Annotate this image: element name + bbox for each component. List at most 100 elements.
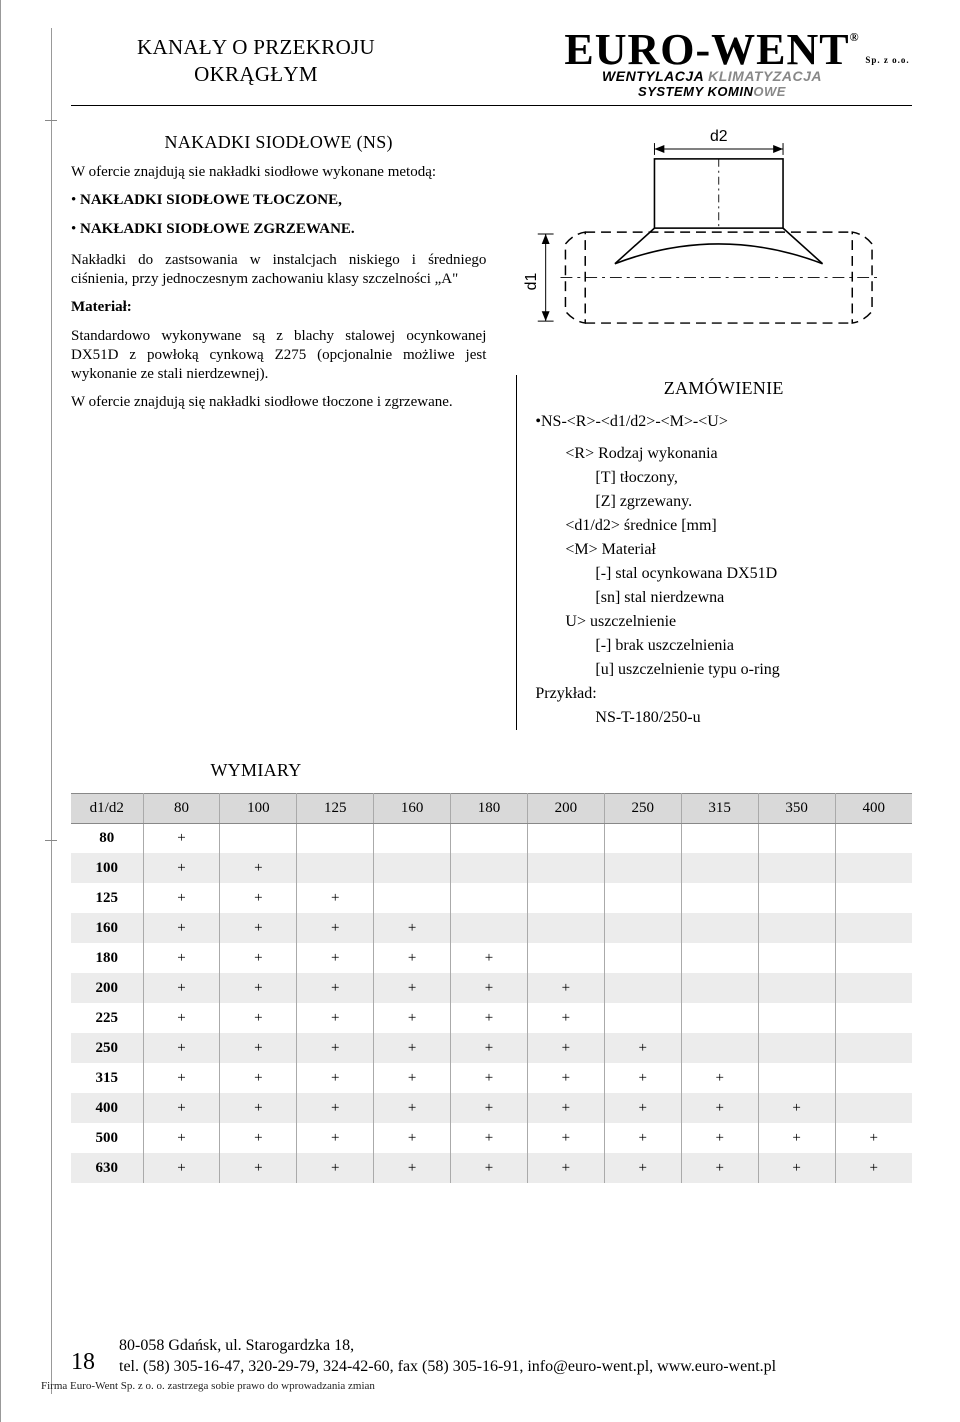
footer-contact: tel. (58) 305-16-47, 320-29-79, 324-42-6… <box>119 1356 776 1378</box>
table-cell: + <box>604 1123 681 1153</box>
table-cell: + <box>451 973 528 1003</box>
material-body: Standardowo wykonywane są z blachy sta­l… <box>71 327 486 383</box>
table-cell: + <box>374 1093 451 1123</box>
title-line: OKRĄGŁYM <box>194 62 318 86</box>
table-row-header: 125 <box>71 883 143 913</box>
table-row-header: 180 <box>71 943 143 973</box>
brand-logo: EURO-WENT® Sp. z o.o. WENTYLACJA KLIMATY… <box>512 28 912 99</box>
table-cell <box>758 1063 835 1093</box>
table-cell: + <box>143 853 220 883</box>
brand-name: EURO-WENT <box>564 25 849 74</box>
table-cell: + <box>681 1153 758 1183</box>
table-cell: + <box>220 1033 297 1063</box>
table-cell: + <box>527 1063 604 1093</box>
table-cell <box>758 1033 835 1063</box>
table-cell: + <box>297 1033 374 1063</box>
table-row-header: 250 <box>71 1033 143 1063</box>
table-cell: + <box>220 913 297 943</box>
table-cell <box>604 853 681 883</box>
table-cell <box>297 853 374 883</box>
table-cell <box>527 823 604 853</box>
table-cell <box>374 853 451 883</box>
table-cell: + <box>374 1063 451 1093</box>
table-cell: + <box>835 1153 912 1183</box>
brand-sub: SYSTEMY KOMIN <box>638 84 753 99</box>
dimensions-table: d1/d28010012516018020025031535040080+100… <box>71 793 912 1184</box>
order-u-head: U> uszczelnienie <box>535 610 912 634</box>
table-cell <box>835 823 912 853</box>
table-cell: + <box>451 1003 528 1033</box>
table-cell: + <box>220 1063 297 1093</box>
table-row-header: 315 <box>71 1063 143 1093</box>
table-cell <box>681 823 758 853</box>
table-cell: + <box>374 973 451 1003</box>
table-cell: + <box>835 1123 912 1153</box>
table-cell: + <box>297 913 374 943</box>
table-cell <box>835 1033 912 1063</box>
table-cell: + <box>143 1003 220 1033</box>
table-cell: + <box>681 1093 758 1123</box>
page-footer: 18 80-058 Gdańsk, ul. Starogardzka 18, t… <box>71 1335 912 1392</box>
order-u-u: [u] uszczelnienie typu o-ring <box>535 658 912 682</box>
table-cell: + <box>220 1003 297 1033</box>
table-col-header: 315 <box>681 793 758 823</box>
saddle-diagram: d2 d1 <box>516 124 912 354</box>
table-cell: + <box>451 1153 528 1183</box>
table-cell <box>835 943 912 973</box>
table-cell: + <box>374 1123 451 1153</box>
table-cell <box>758 883 835 913</box>
table-cell <box>835 973 912 1003</box>
order-box: ZAMÓWIENIE •NS-<R>-<d1/d2>-<M>-<U> <R> R… <box>516 375 912 730</box>
table-cell <box>681 853 758 883</box>
table-row-header: 630 <box>71 1153 143 1183</box>
table-cell: + <box>527 1153 604 1183</box>
table-cell <box>835 853 912 883</box>
table-cell <box>604 823 681 853</box>
dim-d2-label: d2 <box>710 128 728 145</box>
table-cell <box>527 853 604 883</box>
table-cell <box>835 1063 912 1093</box>
table-cell: + <box>143 823 220 853</box>
table-cell <box>604 973 681 1003</box>
table-cell: + <box>681 1123 758 1153</box>
table-cell <box>835 1003 912 1033</box>
table-cell: + <box>374 913 451 943</box>
table-cell: + <box>604 1093 681 1123</box>
table-cell: + <box>297 943 374 973</box>
order-r-z: [Z] zgrzewany. <box>535 490 912 514</box>
table-cell: + <box>604 1153 681 1183</box>
table-cell: + <box>297 1063 374 1093</box>
table-cell <box>835 883 912 913</box>
table-cell: + <box>220 1123 297 1153</box>
table-cell: + <box>143 1153 220 1183</box>
table-cell <box>297 823 374 853</box>
table-cell: + <box>143 913 220 943</box>
table-cell <box>451 883 528 913</box>
table-cell: + <box>220 883 297 913</box>
table-cell <box>681 973 758 1003</box>
bullet-icon <box>71 192 80 208</box>
table-col-header: 200 <box>527 793 604 823</box>
footer-address: 80-058 Gdańsk, ul. Starogardzka 18, <box>119 1335 776 1357</box>
table-cell <box>681 1033 758 1063</box>
table-cell: + <box>297 883 374 913</box>
table-cell <box>527 883 604 913</box>
table-cell: + <box>451 1033 528 1063</box>
table-cell: + <box>220 853 297 883</box>
para-2: Nakładki do zastsowania w instalcjach ni… <box>71 251 486 289</box>
page-number: 18 <box>71 1346 95 1378</box>
order-example-value: NS-T-180/250-u <box>535 706 912 730</box>
table-cell <box>451 823 528 853</box>
table-cell: + <box>758 1093 835 1123</box>
intro-text: W ofercie znajdują sie nakładki siodłowe… <box>71 163 486 182</box>
table-col-header: 125 <box>297 793 374 823</box>
dim-d1-label: d1 <box>523 272 540 290</box>
table-cell <box>220 823 297 853</box>
para-3: W ofercie znajdują się nakładki siodłowe… <box>71 393 486 412</box>
table-cell <box>758 913 835 943</box>
table-cell: + <box>681 1063 758 1093</box>
order-m-head: <M> Materiał <box>535 538 912 562</box>
order-r-t: [T] tłoczony, <box>535 466 912 490</box>
table-col-header: 180 <box>451 793 528 823</box>
dims-title: WYMIARY <box>71 760 441 781</box>
